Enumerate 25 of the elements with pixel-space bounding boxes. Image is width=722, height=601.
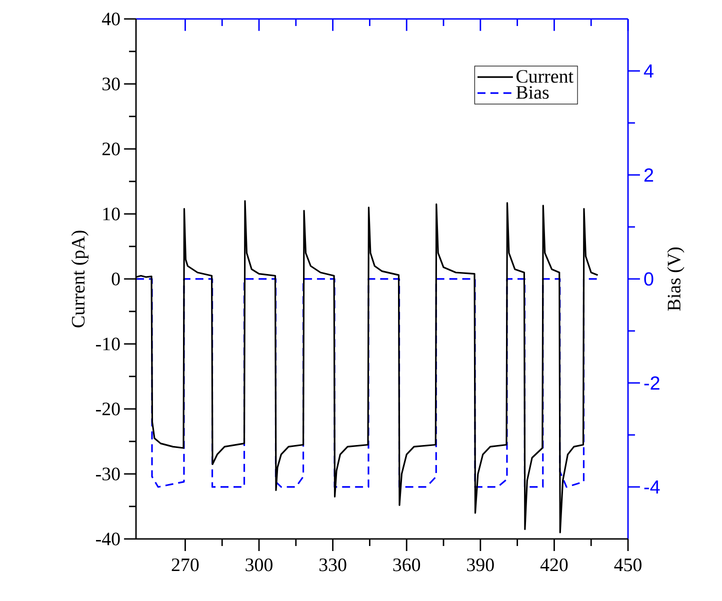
y2-tick-label: -4 bbox=[644, 480, 660, 494]
y-tick-label: -30 bbox=[96, 468, 120, 480]
y-tick-label: 10 bbox=[103, 208, 120, 220]
y2-tick-label: 4 bbox=[644, 64, 654, 78]
y-tick-label: -40 bbox=[96, 532, 120, 546]
y-tick-label: 40 bbox=[102, 12, 120, 26]
y-axis-title: Current (pA) bbox=[71, 230, 88, 328]
y-tick-label: 0 bbox=[112, 272, 120, 286]
y2-axis-title: Bias (V) bbox=[667, 247, 684, 311]
y2-tick-label: -2 bbox=[644, 376, 660, 390]
y-tick-label: -10 bbox=[96, 338, 120, 350]
x-tick-label: 450 bbox=[614, 558, 642, 572]
legend-label: Bias bbox=[516, 86, 549, 99]
y-tick-label: 30 bbox=[102, 78, 120, 90]
x-tick-label: 300 bbox=[246, 558, 272, 572]
y2-tick-label: 2 bbox=[644, 168, 654, 182]
y-tick-label: -20 bbox=[96, 402, 120, 416]
y2-tick-label: 0 bbox=[644, 272, 654, 286]
x-tick-label: 330 bbox=[320, 558, 346, 572]
legend-label: Current bbox=[516, 70, 574, 83]
x-tick-label: 270 bbox=[172, 558, 199, 572]
y-tick-label: 20 bbox=[102, 142, 120, 156]
x-tick-label: 420 bbox=[540, 558, 568, 572]
x-tick-label: 360 bbox=[393, 558, 420, 572]
x-tick-label: 390 bbox=[467, 558, 494, 572]
